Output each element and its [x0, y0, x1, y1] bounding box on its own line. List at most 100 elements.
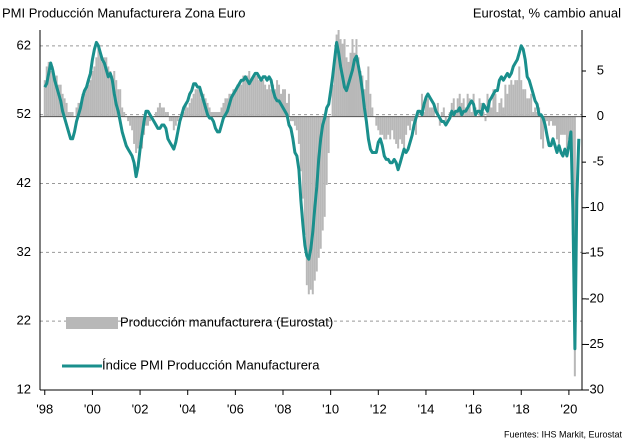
- bar: [349, 52, 352, 117]
- bar: [272, 84, 275, 117]
- bar: [405, 116, 408, 135]
- bar: [359, 71, 362, 117]
- bar: [252, 75, 255, 117]
- bar: [426, 98, 429, 117]
- bar: [383, 116, 386, 140]
- bar: [297, 116, 300, 144]
- x-tick-label: '00: [84, 401, 101, 416]
- bar: [262, 80, 265, 117]
- bar: [93, 66, 96, 117]
- bar: [524, 89, 527, 117]
- legend-label: Producción manufacturera (Eurostat): [120, 314, 333, 329]
- bar: [438, 116, 441, 126]
- bar: [287, 93, 290, 117]
- y-tick-label: 32: [17, 244, 31, 259]
- bar: [565, 116, 568, 149]
- bar: [156, 107, 159, 117]
- bar: [129, 116, 132, 126]
- bar: [43, 80, 46, 117]
- bar: [510, 80, 513, 117]
- bar: [411, 116, 414, 122]
- bar: [462, 98, 465, 117]
- bar: [548, 116, 551, 126]
- bar: [512, 84, 515, 117]
- bar: [117, 89, 120, 117]
- y2-tick-label: -30: [585, 381, 604, 396]
- bar: [266, 89, 269, 117]
- bar: [420, 93, 423, 117]
- x-tick-label: '10: [322, 401, 339, 416]
- bar: [319, 116, 322, 249]
- bar: [160, 107, 163, 117]
- bar: [91, 71, 94, 117]
- bar: [139, 116, 142, 144]
- bar: [236, 84, 239, 117]
- bar: [554, 116, 557, 126]
- bar: [196, 89, 199, 117]
- bar: [333, 57, 336, 117]
- bar: [498, 102, 501, 117]
- bar: [238, 84, 241, 117]
- y-tick-label: 12: [17, 381, 31, 396]
- bar: [69, 112, 72, 117]
- bar: [518, 66, 521, 117]
- bar: [387, 116, 390, 135]
- bar: [442, 107, 445, 117]
- bar: [210, 112, 213, 117]
- bar: [224, 98, 227, 117]
- bar: [468, 98, 471, 117]
- bar: [295, 116, 298, 131]
- bar: [55, 75, 58, 117]
- bar: [367, 66, 370, 117]
- bar: [307, 116, 310, 295]
- bar: [293, 116, 296, 126]
- bar: [482, 112, 485, 117]
- bar: [502, 107, 505, 117]
- bar: [83, 93, 86, 117]
- x-tick-label: '16: [465, 401, 482, 416]
- bar: [214, 112, 217, 117]
- bar: [325, 116, 328, 185]
- bar: [567, 116, 570, 140]
- bar: [75, 107, 78, 117]
- bar: [415, 116, 418, 135]
- bar: [111, 75, 114, 117]
- bar: [188, 102, 191, 117]
- chart-title: PMI Producción Manufacturera Zona Euro: [2, 5, 246, 20]
- bar: [101, 61, 104, 117]
- bar: [409, 116, 412, 131]
- bar: [500, 98, 503, 117]
- bar: [430, 107, 433, 117]
- bar: [403, 116, 406, 149]
- bar: [232, 89, 235, 117]
- bar: [470, 112, 473, 117]
- bar: [87, 84, 90, 117]
- bar: [105, 57, 108, 117]
- bar: [456, 98, 459, 117]
- bar: [260, 80, 263, 117]
- bar: [131, 116, 134, 131]
- bar: [212, 112, 215, 117]
- bar: [176, 116, 179, 122]
- bar: [534, 107, 537, 117]
- bar: [289, 116, 292, 122]
- x-tick-label: '18: [513, 401, 530, 416]
- bar: [323, 116, 326, 217]
- bar: [146, 116, 149, 126]
- bar: [274, 89, 277, 117]
- bar: [321, 116, 324, 231]
- bar: [234, 89, 237, 117]
- bar: [256, 75, 259, 117]
- bar: [270, 89, 273, 117]
- bar: [504, 84, 507, 117]
- bar: [182, 112, 185, 117]
- bar: [291, 116, 294, 122]
- bar: [71, 112, 74, 117]
- bar: [301, 116, 304, 199]
- bar: [97, 48, 100, 117]
- y2-axis-label: Eurostat, % cambio anual: [473, 5, 621, 20]
- bar: [258, 80, 261, 117]
- bar: [190, 98, 193, 117]
- bar: [522, 89, 525, 117]
